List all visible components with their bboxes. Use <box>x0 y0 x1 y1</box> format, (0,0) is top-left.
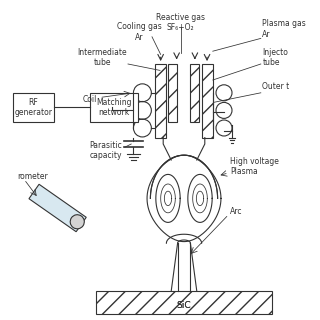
Polygon shape <box>168 64 177 122</box>
Polygon shape <box>202 64 213 138</box>
Text: SiC: SiC <box>177 301 191 310</box>
Polygon shape <box>13 93 54 122</box>
Text: Parasitic
capacity: Parasitic capacity <box>89 141 122 160</box>
Text: Cooling gas
Ar: Cooling gas Ar <box>117 22 162 42</box>
Polygon shape <box>190 64 199 122</box>
Text: Outer t: Outer t <box>262 82 290 91</box>
Text: Injecto
tube: Injecto tube <box>262 48 288 67</box>
Text: Intermediate
tube: Intermediate tube <box>77 48 127 67</box>
Text: Arc: Arc <box>230 207 243 216</box>
Text: Matching
network: Matching network <box>96 98 131 117</box>
Text: Reactive gas
SF₆+O₂: Reactive gas SF₆+O₂ <box>156 13 205 32</box>
Circle shape <box>70 215 84 229</box>
Polygon shape <box>96 291 272 314</box>
Text: Coil: Coil <box>83 95 97 104</box>
Polygon shape <box>29 184 86 232</box>
Text: rometer: rometer <box>18 172 48 180</box>
Text: SiC: SiC <box>177 301 191 310</box>
Polygon shape <box>155 64 166 138</box>
Text: Plasma gas
Ar: Plasma gas Ar <box>262 19 306 38</box>
Text: High voltage
Plasma: High voltage Plasma <box>230 157 279 176</box>
Polygon shape <box>90 93 138 122</box>
Text: RF
generator: RF generator <box>15 98 52 117</box>
